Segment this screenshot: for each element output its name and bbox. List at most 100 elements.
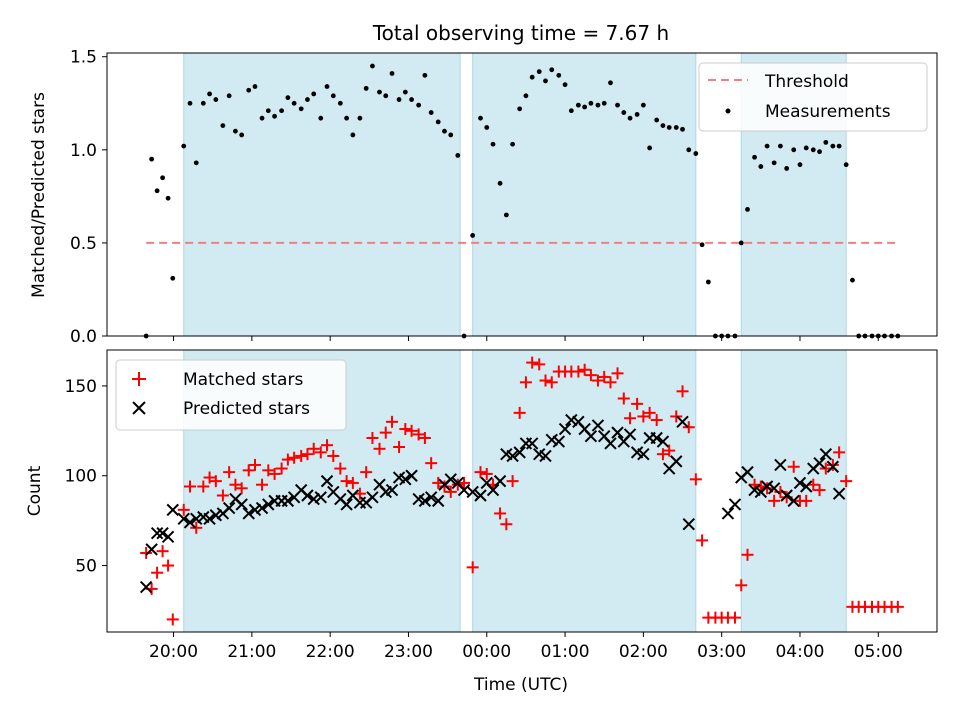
predicted-star-point (150, 527, 164, 540)
predicted-star-point (235, 498, 248, 511)
matched-star-point (604, 376, 617, 389)
matched-star-point (696, 534, 709, 547)
matched-star-point (631, 397, 644, 410)
measurement-point (490, 141, 496, 147)
matched-star-point (833, 446, 846, 459)
measurement-point (510, 141, 516, 147)
matched-star-point (500, 518, 513, 531)
measurement-point (402, 89, 408, 95)
matched-star-point (650, 414, 663, 427)
x-tick-label: 05:00 (854, 642, 903, 662)
ratio-y-tick-label: 1.0 (70, 141, 97, 161)
measurement-point (233, 128, 238, 134)
measurement-point (193, 160, 199, 166)
matched-star-point (539, 374, 552, 387)
count-legend-box (115, 359, 347, 431)
matched-star-point (480, 467, 493, 480)
predicted-star-point (203, 512, 216, 526)
measurement-point (803, 145, 809, 151)
measurement-point (160, 175, 165, 181)
measurement-point (442, 128, 447, 134)
matched-star-point (891, 600, 904, 613)
predicted-star-point (405, 469, 418, 482)
matched-star-point (741, 548, 754, 561)
predicted-star-point (656, 435, 670, 448)
matched-star-point (728, 611, 741, 624)
matched-star-point (598, 370, 611, 383)
measurement-point (170, 275, 176, 281)
matched-star-point (399, 423, 412, 436)
measurement-point (311, 91, 317, 97)
measurement-point (517, 106, 523, 112)
predicted-star-point (301, 489, 314, 502)
matched-star-point (458, 476, 471, 489)
matched-star-point (800, 494, 813, 507)
matched-star-point (643, 406, 656, 419)
matched-star-point (327, 449, 340, 462)
count-y-tick-label: 50 (75, 557, 97, 577)
matched-star-point (689, 473, 702, 486)
measurement-point (428, 110, 434, 115)
matched-star-point (360, 466, 373, 479)
matched-star-point (578, 363, 591, 376)
matched-star-point (379, 426, 392, 439)
predicted-star-point (262, 498, 275, 511)
matched-star-point (656, 448, 669, 461)
x-tick-label: 21:00 (227, 642, 276, 662)
measurement-point (523, 93, 529, 99)
predicted-star-point (486, 483, 500, 497)
matched-star-point (682, 421, 695, 434)
measurements-legend-label: Measurements (765, 102, 891, 122)
x-tick-label: 03:00 (697, 642, 746, 662)
matched-star-point (418, 432, 431, 445)
predicted-star-point (474, 489, 487, 502)
matched-star-point (248, 458, 261, 471)
measurements-legend-swatch (725, 108, 731, 114)
matched-star-point (670, 410, 683, 423)
x-tick-label: 01:00 (541, 642, 590, 662)
matched-star-point (617, 392, 630, 405)
matched-star-point (545, 376, 558, 389)
predicted-star-point (466, 485, 479, 499)
measurement-point (791, 147, 797, 153)
matched-star-point (412, 428, 425, 441)
predicted-star-point (424, 491, 438, 504)
x-tick-label: 04:00 (775, 642, 824, 662)
measurement-point (305, 97, 310, 102)
count-axes-frame (106, 349, 938, 633)
measurement-point (660, 123, 666, 129)
predicted-star-point (584, 430, 598, 443)
matched-star-point (340, 475, 353, 488)
measurement-point (503, 212, 509, 218)
predicted-star-point (741, 465, 754, 479)
measurement-point (455, 153, 461, 158)
observing-window-2 (472, 52, 697, 337)
measurement-point (634, 112, 640, 117)
matched-star-point (474, 466, 487, 479)
measurement-point (699, 242, 705, 248)
measurement-point (529, 74, 535, 80)
predicted-star-point (513, 446, 526, 459)
predicted-star-point (637, 447, 650, 461)
predicted-star-point (721, 507, 735, 520)
matched-star-point (301, 448, 314, 461)
ratio-y-tick-label: 0.0 (70, 327, 97, 347)
predicted-star-point (604, 437, 617, 450)
matched-star-point (611, 367, 624, 380)
measurement-point (337, 100, 343, 106)
measurement-point (357, 115, 363, 121)
predicted-star-point (161, 530, 175, 544)
predicted-legend-label: Predicted stars (183, 399, 310, 419)
measurement-point (422, 72, 428, 78)
measurement-point (536, 69, 542, 75)
measurement-point (370, 63, 375, 69)
matched-star-point (425, 457, 438, 470)
predicted-star-point (281, 494, 295, 508)
measurement-point (797, 162, 803, 168)
matched-star-point (140, 546, 153, 559)
measurement-point (817, 149, 822, 155)
measurement-point (252, 84, 258, 89)
measurement-point (165, 195, 171, 201)
